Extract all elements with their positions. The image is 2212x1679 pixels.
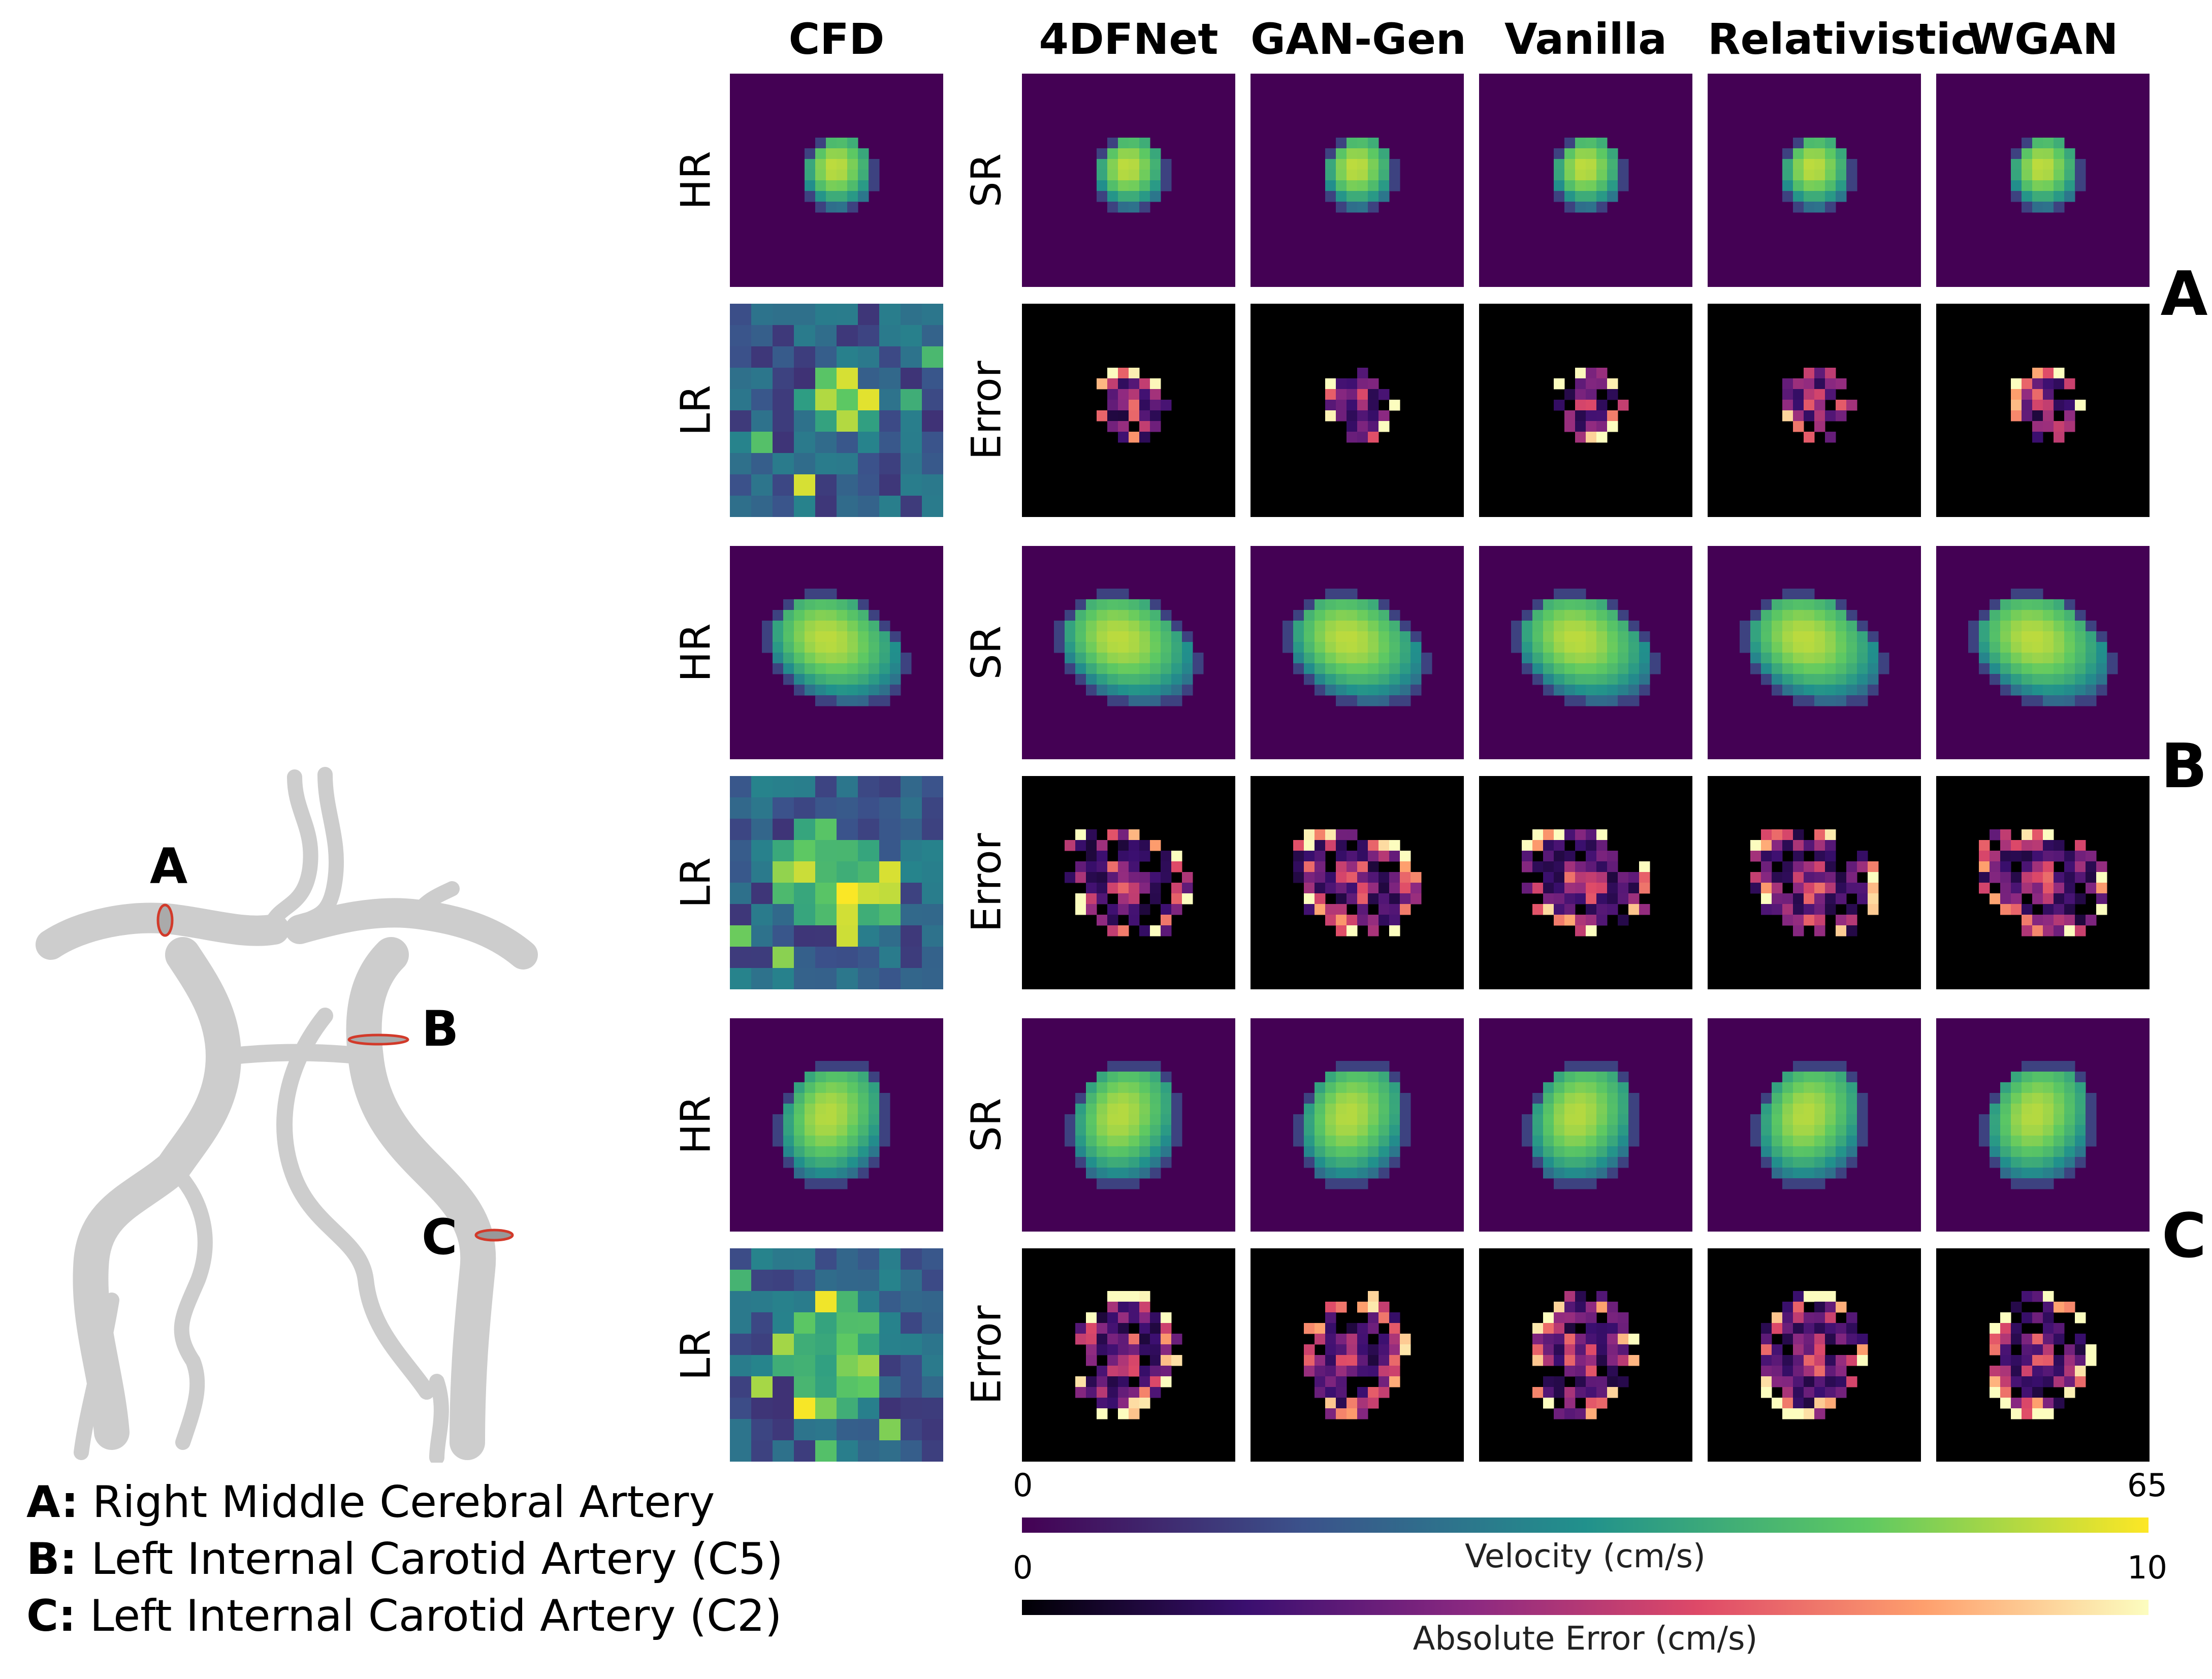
region-letter-a: A (2160, 259, 2208, 330)
region-letter-b: B (2161, 731, 2207, 802)
sr-image (1479, 74, 1692, 287)
error-image (1251, 304, 1464, 517)
legend-item-c: C: Left Internal Carotid Artery (C2) (26, 1591, 782, 1641)
sr-image (1936, 1018, 2150, 1232)
row-label-sr: SR (956, 1018, 1017, 1232)
error-colorbar-max: 10 (2127, 1549, 2167, 1586)
error-image (1936, 776, 2150, 989)
vessel-svg (36, 767, 538, 1465)
sr-image (1251, 74, 1464, 287)
hr-image (730, 1018, 943, 1232)
error-image (1708, 304, 1921, 517)
column-header-4dfnet: 4DFNet (1039, 14, 1219, 64)
row-label-error: Error (956, 1248, 1017, 1462)
column-header-vanilla: Vanilla (1504, 14, 1667, 64)
column-header-relativistic: Relativistic (1708, 14, 1976, 64)
row-label-error-text: Error (963, 1305, 1010, 1405)
column-header-cfd: CFD (788, 14, 885, 64)
row-label-hr-text: HR (672, 623, 720, 682)
error-image (1022, 776, 1235, 989)
velocity-colorbar-label: Velocity (cm/s) (1465, 1538, 1706, 1575)
legend-text: Left Internal Carotid Artery (C2) (76, 1591, 782, 1641)
vessel-marker-b: B (422, 1000, 459, 1057)
row-label-sr-text: SR (963, 153, 1010, 208)
row-label-hr: HR (665, 74, 726, 287)
velocity-colorbar (1022, 1517, 2149, 1533)
lr-image (730, 1248, 943, 1462)
error-image (1708, 776, 1921, 989)
row-label-error-text: Error (963, 833, 1010, 932)
sr-image (1022, 74, 1235, 287)
velocity-colorbar-min: 0 (1013, 1467, 1033, 1504)
row-label-hr-text: HR (672, 1095, 720, 1154)
row-label-lr: LR (665, 776, 726, 989)
error-image (1022, 304, 1235, 517)
legend-key: A: (26, 1477, 79, 1528)
vessel-marker-a: A (150, 838, 188, 895)
row-label-lr: LR (665, 304, 726, 517)
lr-image (730, 776, 943, 989)
row-label-sr-text: SR (963, 625, 1010, 680)
sr-image (1479, 546, 1692, 759)
sr-image (1479, 1018, 1692, 1232)
sr-image (1936, 546, 2150, 759)
legend-item-a: A: Right Middle Cerebral Artery (26, 1477, 715, 1528)
sr-image (1708, 74, 1921, 287)
velocity-colorbar-max: 65 (2127, 1467, 2167, 1504)
column-header-gan-gen: GAN-Gen (1251, 14, 1466, 64)
error-image (1479, 304, 1692, 517)
sr-image (1022, 1018, 1235, 1232)
lr-image (730, 304, 943, 517)
legend-text: Left Internal Carotid Artery (C5) (77, 1534, 783, 1585)
error-image (1479, 1248, 1692, 1462)
row-label-sr-text: SR (963, 1097, 1010, 1152)
sr-image (1708, 546, 1921, 759)
legend-item-b: B: Left Internal Carotid Artery (C5) (26, 1534, 783, 1585)
row-label-sr: SR (956, 546, 1017, 759)
row-label-lr-text: LR (672, 384, 720, 436)
row-label-lr: LR (665, 1248, 726, 1462)
legend-text: Right Middle Cerebral Artery (78, 1477, 715, 1528)
sr-image (1022, 546, 1235, 759)
sr-image (1251, 546, 1464, 759)
sr-image (1251, 1018, 1464, 1232)
legend-key: C: (26, 1591, 76, 1641)
row-label-hr: HR (665, 546, 726, 759)
sr-image (1708, 1018, 1921, 1232)
hr-image (730, 546, 943, 759)
vessel-marker-c: C (422, 1209, 458, 1266)
error-colorbar-label: Absolute Error (cm/s) (1413, 1620, 1758, 1658)
error-colorbar-min: 0 (1013, 1549, 1033, 1586)
row-label-error: Error (956, 304, 1017, 517)
vessel-3d-rendering: A B C (10, 752, 549, 1465)
row-label-sr: SR (956, 74, 1017, 287)
row-label-hr: HR (665, 1018, 726, 1232)
row-label-hr-text: HR (672, 151, 720, 210)
error-image (1708, 1248, 1921, 1462)
error-image (1022, 1248, 1235, 1462)
error-image (1251, 1248, 1464, 1462)
error-image (1479, 776, 1692, 989)
error-image (1251, 776, 1464, 989)
row-label-lr-text: LR (672, 857, 720, 909)
legend-key: B: (26, 1534, 77, 1585)
region-letter-c: C (2161, 1201, 2207, 1272)
column-header-wgan: WGAN (1967, 14, 2119, 64)
error-image (1936, 1248, 2150, 1462)
sr-image (1936, 74, 2150, 287)
error-colorbar (1022, 1600, 2149, 1615)
row-label-lr-text: LR (672, 1329, 720, 1381)
hr-image (730, 74, 943, 287)
error-image (1936, 304, 2150, 517)
row-label-error: Error (956, 776, 1017, 989)
row-label-error-text: Error (963, 361, 1010, 460)
